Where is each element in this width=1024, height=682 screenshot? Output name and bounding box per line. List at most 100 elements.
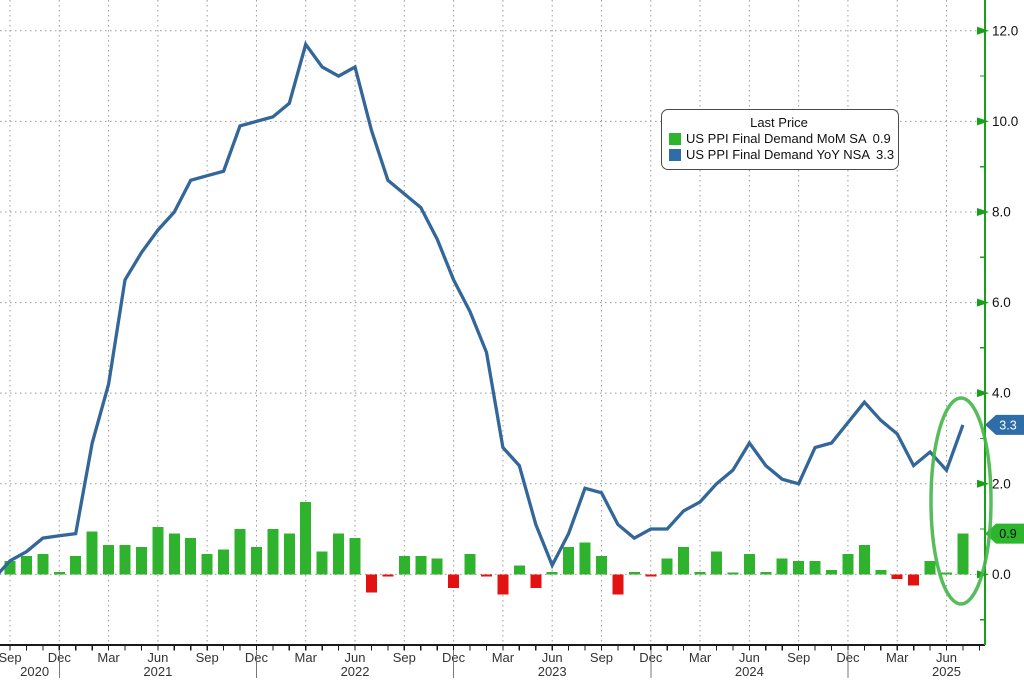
x-tick-label: Mar	[97, 650, 120, 665]
y-axis: 0.0 2.0 4.0 6.0 8.0 10.0 12.0	[977, 0, 1018, 645]
mom-bar	[924, 560, 936, 575]
mom-bar	[415, 556, 427, 575]
mom-bar	[4, 560, 16, 575]
last-price-tag-yoy	[985, 414, 1024, 435]
mom-bar	[480, 574, 492, 577]
x-tick-label: Jun	[345, 650, 366, 665]
mom-bar	[283, 533, 295, 575]
x-year-label: 2025	[932, 664, 961, 679]
mom-bar	[103, 544, 115, 575]
mom-bar	[398, 556, 410, 575]
yoy-line	[0, 40, 965, 575]
x-tick-label: Jun	[739, 650, 760, 665]
x-year-label: 2024	[735, 664, 764, 679]
mom-bar	[842, 553, 854, 575]
y-tick-label: 6.0	[992, 295, 1011, 310]
x-tick-label: Sep	[393, 650, 416, 665]
mom-bars	[4, 501, 969, 595]
y-tick-label: 2.0	[992, 476, 1011, 491]
mom-bar	[234, 529, 246, 575]
mom-bar	[645, 574, 657, 577]
y-tick-label: 8.0	[992, 204, 1011, 219]
mom-bar	[760, 572, 772, 575]
mom-bar	[743, 553, 755, 575]
mom-bar	[300, 501, 312, 575]
mom-bar	[957, 533, 969, 575]
mom-bar	[218, 549, 230, 575]
y-tick-label: 10.0	[992, 114, 1018, 129]
mom-bar	[70, 556, 82, 575]
mom-bar	[267, 529, 279, 575]
mom-bar	[710, 551, 722, 575]
mom-bar	[431, 558, 443, 575]
mom-bar	[595, 556, 607, 575]
last-price-tags: 3.3 0.9	[985, 414, 1024, 544]
legend-label-yoy: US PPI Final Demand YoY NSA	[686, 147, 871, 162]
y-tick-arrow-icon	[977, 298, 989, 307]
highlight-ellipse-annotation	[929, 396, 993, 606]
legend-value-mom: 0.9	[872, 131, 891, 146]
mom-bar	[497, 574, 509, 595]
mom-bar	[776, 558, 788, 575]
x-tick-label: Sep	[787, 650, 810, 665]
mom-bar	[53, 572, 65, 575]
x-year-label: 2020	[20, 664, 49, 679]
mom-bar	[168, 533, 180, 575]
mom-series-swatch-icon	[669, 133, 681, 145]
mom-bar	[37, 553, 49, 575]
mom-bar	[464, 553, 476, 575]
last-price-tag-yoy-value: 3.3	[999, 418, 1016, 432]
mom-bar	[628, 572, 640, 575]
mom-bar	[448, 574, 460, 588]
yoy-series-swatch-icon	[669, 149, 681, 161]
mom-bar	[612, 574, 624, 595]
x-tick-label: Mar	[295, 650, 318, 665]
legend-box: Last Price US PPI Final Demand MoM SA 0.…	[661, 109, 899, 170]
mom-bar	[135, 547, 147, 575]
x-axis: Sep Dec Mar Jun Sep Dec Mar Jun Sep Dec Mar Jun Sep D…	[0, 644, 985, 679]
mom-bar	[579, 542, 591, 575]
mom-bar	[20, 556, 32, 575]
mom-bar	[941, 572, 953, 575]
x-tick-label: Mar	[886, 650, 909, 665]
x-tick-label: Jun	[147, 650, 168, 665]
legend-item-mom: US PPI Final Demand MoM SA 0.9	[669, 131, 891, 147]
mom-bar	[201, 553, 213, 575]
y-tick-label: 12.0	[992, 23, 1018, 38]
mom-bar	[891, 574, 903, 579]
mom-bar	[365, 574, 377, 593]
mom-bar	[661, 558, 673, 575]
mom-bar	[793, 560, 805, 575]
y-tick-label: 4.0	[992, 386, 1011, 401]
x-year-label: 2021	[143, 664, 172, 679]
x-tick-label: Mar	[492, 650, 515, 665]
y-tick-arrow-icon	[977, 26, 989, 35]
mom-bar	[809, 560, 821, 575]
legend-label-mom: US PPI Final Demand MoM SA	[686, 131, 867, 146]
mom-bar	[858, 544, 870, 575]
y-tick-arrow-icon	[977, 117, 989, 126]
x-year-label: 2022	[341, 664, 370, 679]
mom-bar	[152, 526, 164, 575]
x-year-label: 2023	[538, 664, 567, 679]
y-tick-label: 0.0	[992, 567, 1011, 582]
mom-bar	[185, 538, 197, 575]
mom-bar	[727, 572, 739, 575]
legend-item-yoy: US PPI Final Demand YoY NSA 3.3	[669, 147, 894, 163]
mom-bar	[316, 551, 328, 575]
mom-bar	[382, 574, 394, 577]
mom-bar	[513, 565, 525, 575]
mom-bar	[908, 574, 920, 586]
mom-bar	[563, 547, 575, 575]
mom-bar	[250, 547, 262, 575]
mom-bar	[875, 569, 887, 575]
legend-title: Last Price	[750, 115, 808, 130]
x-tick-label: Mar	[689, 650, 712, 665]
last-price-tag-mom-value: 0.9	[999, 527, 1016, 541]
mom-bar	[546, 572, 558, 575]
y-tick-arrow-icon	[977, 479, 989, 488]
y-tick-arrow-icon	[977, 207, 989, 216]
mom-bar	[694, 572, 706, 575]
